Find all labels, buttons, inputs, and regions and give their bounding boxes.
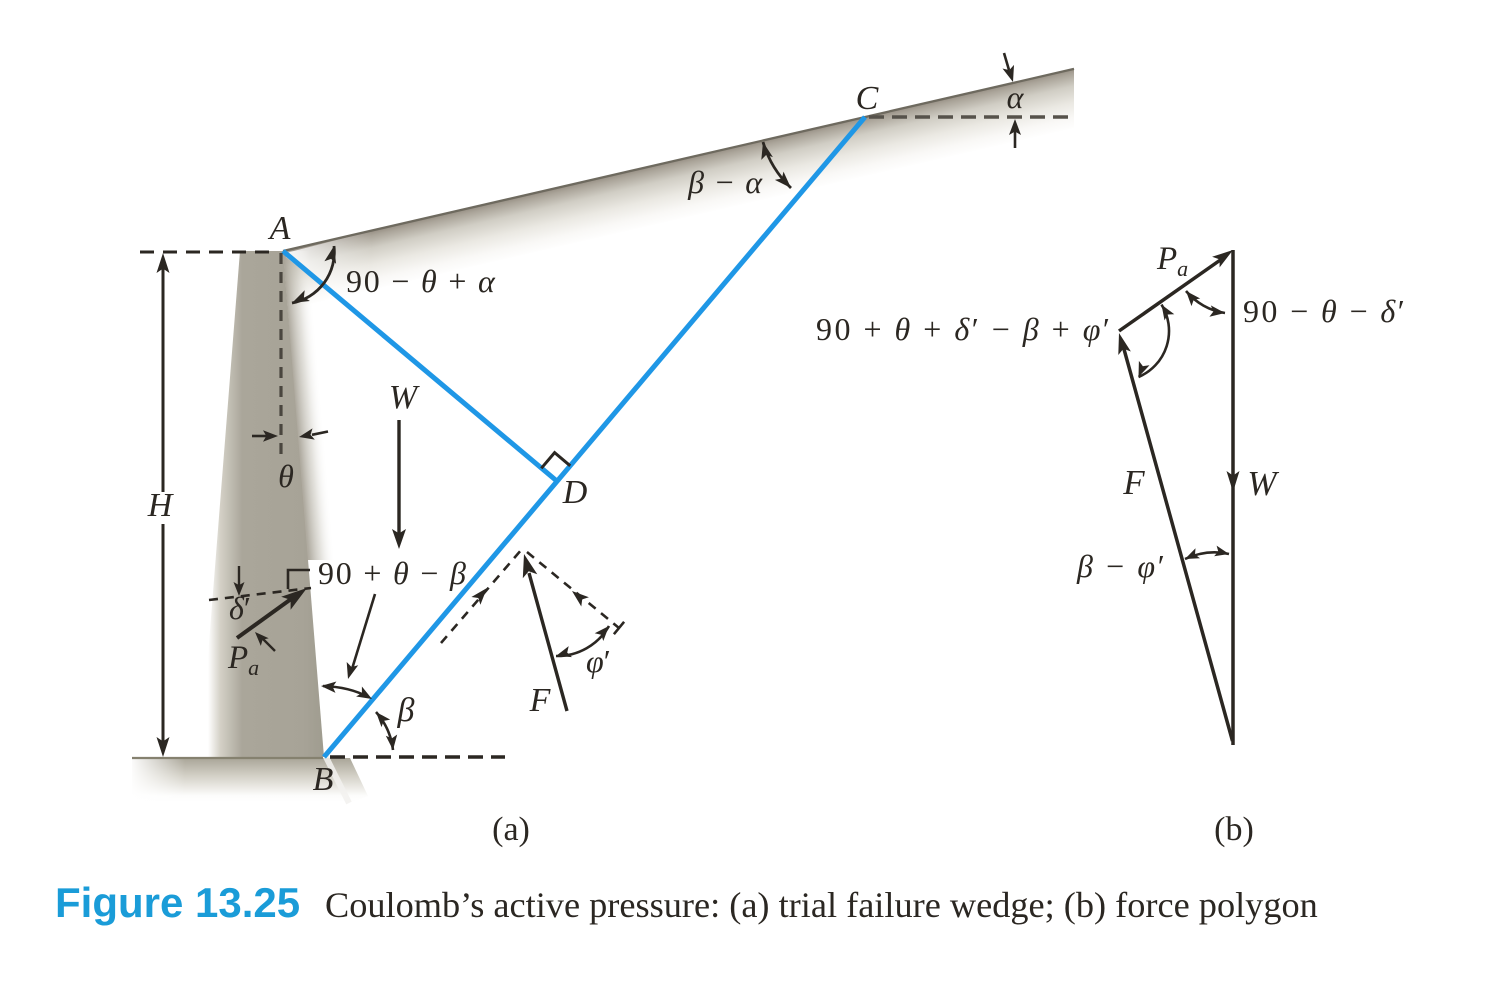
svg-text:W: W — [389, 379, 420, 416]
svg-text:β − φ′: β − φ′ — [1076, 548, 1167, 584]
svg-text:θ: θ — [278, 458, 294, 494]
svg-text:φ′: φ′ — [586, 643, 611, 679]
svg-text:Coulomb’s active pressure: (a): Coulomb’s active pressure: (a) trial fai… — [325, 885, 1318, 925]
svg-text:Pa: Pa — [227, 640, 259, 680]
svg-text:α: α — [1007, 79, 1025, 115]
svg-text:B: B — [313, 761, 334, 798]
svg-text:β − α: β − α — [687, 164, 764, 200]
svg-text:90 + θ − β: 90 + θ − β — [318, 555, 468, 591]
svg-text:90 − θ − δ′: 90 − θ − δ′ — [1243, 293, 1407, 329]
svg-text:H: H — [147, 487, 175, 524]
svg-text:A: A — [268, 210, 291, 247]
svg-text:Pa: Pa — [1156, 241, 1188, 281]
svg-text:F: F — [1122, 463, 1145, 502]
svg-text:D: D — [562, 474, 588, 511]
svg-text:(a): (a) — [492, 811, 530, 848]
svg-text:W: W — [1247, 464, 1279, 503]
svg-text:β: β — [397, 692, 415, 729]
svg-text:90 + θ + δ′ − β + φ′: 90 + θ + δ′ − β + φ′ — [816, 311, 1112, 347]
svg-text:C: C — [856, 80, 879, 117]
svg-text:F: F — [529, 682, 552, 719]
svg-text:90 − θ + α: 90 − θ + α — [346, 263, 497, 299]
svg-text:δ′: δ′ — [229, 590, 251, 626]
svg-text:(b): (b) — [1214, 811, 1254, 848]
svg-text:Figure 13.25: Figure 13.25 — [55, 879, 300, 926]
